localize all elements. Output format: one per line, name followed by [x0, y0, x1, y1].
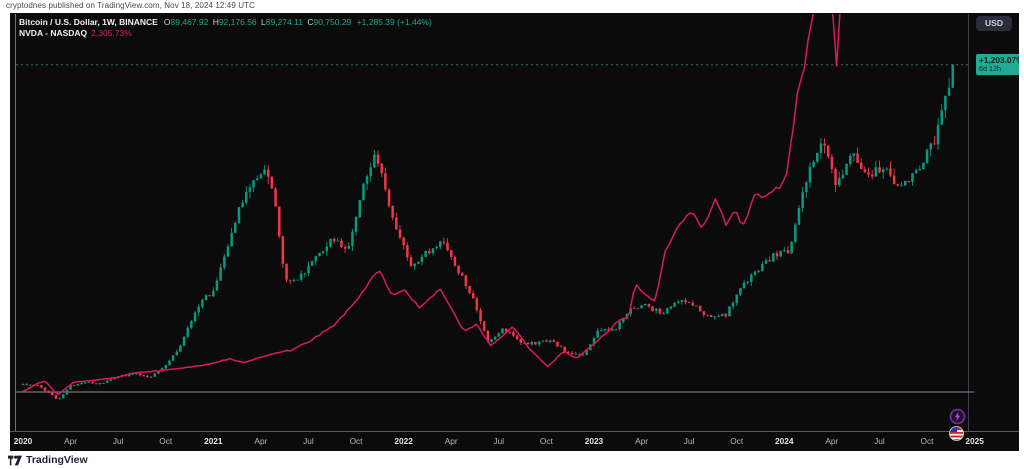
close-label: C	[307, 17, 314, 27]
lightning-icon	[949, 408, 966, 425]
bar-countdown: 6d 12h	[979, 64, 1001, 74]
x-axis-tick: Apr	[444, 436, 458, 446]
currency-toggle-button[interactable]: USD	[976, 16, 1012, 31]
x-axis-tick: Oct	[539, 436, 553, 446]
x-axis-tick: Jul	[493, 436, 505, 446]
time-axis[interactable]: 2020 Apr Jul Oct 2021 Apr Jul Oct 2022 Apr Jul Oct 2…	[10, 431, 1019, 451]
x-axis-tick: Jul	[874, 436, 885, 446]
change-value: +1,285.39 (+1.44%)	[356, 17, 432, 27]
chart-panel: Bitcoin / U.S. Dollar, 1W, BINANCE O89,4…	[10, 13, 1019, 451]
x-axis-tick: Oct	[159, 436, 173, 446]
x-axis-tick: Apr	[825, 436, 839, 446]
low-label: L	[261, 17, 266, 27]
x-axis-tick: 2021	[204, 436, 223, 446]
publish-caption: cryptodnes published on TradingView.com,…	[6, 1, 255, 10]
ohlc-values: O89,467.92 H92,176.56 L89,274.11 C90,750…	[162, 17, 432, 28]
x-axis-tick: Oct	[730, 436, 744, 446]
footer-brand: TradingView	[26, 454, 88, 466]
footer: TradingView	[0, 451, 1024, 469]
last-price-value: +1,203.07%	[979, 55, 1019, 66]
price-axis[interactable]: USD 1,300.00%1,100.00%1,000.00%900.00%80…	[968, 13, 1019, 431]
x-axis-tick: Apr	[635, 436, 648, 446]
high-value: 92,176.56	[218, 17, 257, 27]
open-value: 89,467.92	[170, 17, 209, 27]
tradingview-logo-icon[interactable]	[8, 455, 22, 466]
symbol-title: Bitcoin / U.S. Dollar, 1W, BINANCE	[19, 17, 158, 27]
x-axis-tick: Jul	[112, 436, 124, 446]
legend-main-series[interactable]: Bitcoin / U.S. Dollar, 1W, BINANCE O89,4…	[19, 17, 432, 28]
chart-legend: Bitcoin / U.S. Dollar, 1W, BINANCE O89,4…	[19, 17, 432, 39]
x-axis-tick: Apr	[64, 436, 78, 446]
x-axis-tick: Oct	[349, 436, 363, 446]
open-label: O	[163, 17, 171, 27]
low-value: 89,274.11	[265, 17, 303, 27]
compare-value: 2,305.73%	[91, 28, 132, 38]
compare-symbol-title: NVDA - NASDAQ	[19, 28, 88, 38]
x-axis-tick: Oct	[920, 436, 934, 446]
x-axis-tick: Apr	[254, 436, 268, 446]
x-axis-tick: 2020	[13, 436, 33, 446]
x-axis-tick: 2025	[965, 436, 984, 446]
x-axis-tick: 2024	[775, 436, 794, 446]
us-flag-icon	[949, 426, 964, 441]
legend-compare-series[interactable]: NVDA - NASDAQ 2,305.73%	[19, 28, 432, 39]
x-axis-tick: Jul	[683, 436, 695, 446]
x-axis-tick: Jul	[303, 436, 314, 446]
close-value: 90,750.29	[313, 17, 352, 27]
x-axis-tick: 2022	[394, 436, 413, 446]
last-price-badge: +1,203.07% 6d 12h	[976, 54, 1019, 76]
chart-canvas[interactable]	[10, 13, 1019, 451]
high-label: H	[212, 17, 219, 27]
x-axis-tick: 2023	[584, 436, 604, 446]
